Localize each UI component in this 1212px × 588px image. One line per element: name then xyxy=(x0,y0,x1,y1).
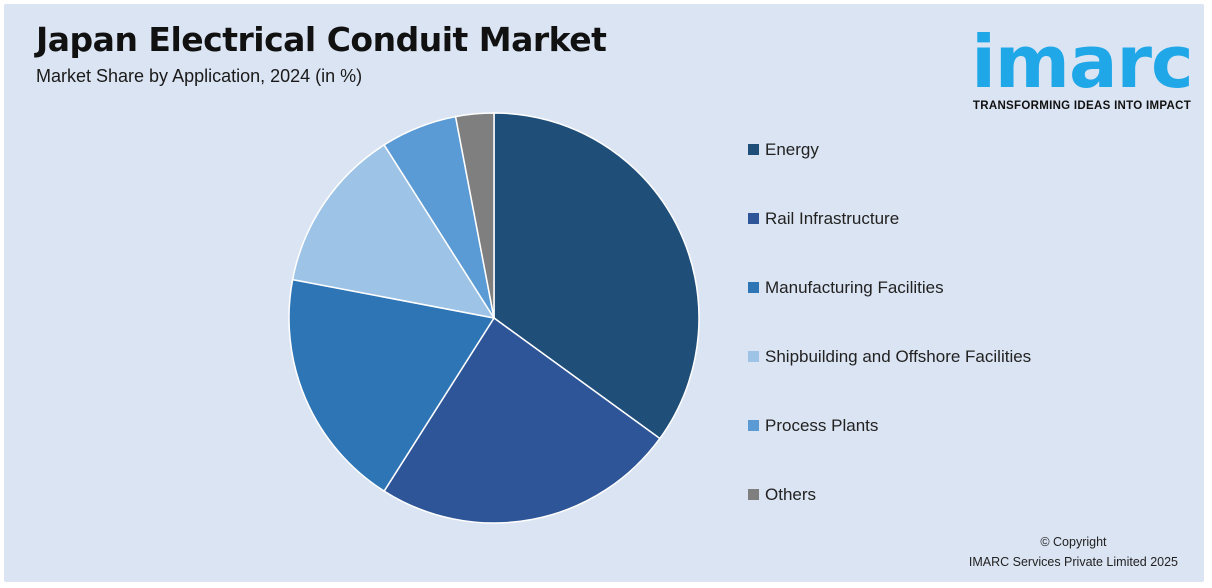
legend-item: Others xyxy=(748,485,816,505)
legend-item: Manufacturing Facilities xyxy=(748,278,944,298)
legend-label: Others xyxy=(765,485,817,504)
copyright-line-2: IMARC Services Private Limited 2025 xyxy=(968,555,1178,569)
legend-item: Process Plants xyxy=(748,416,878,436)
legend-label: Rail Infrastructure xyxy=(765,209,900,228)
legend-label: Shipbuilding and Offshore Facilities xyxy=(765,347,1032,366)
legend-swatch xyxy=(748,351,759,362)
legend-item: Rail Infrastructure xyxy=(748,209,899,229)
copyright-notice: © Copyright IMARC Services Private Limit… xyxy=(969,532,1178,572)
logo-tagline: TRANSFORMING IDEAS INTO IMPACT xyxy=(972,100,1192,112)
legend-swatch xyxy=(748,144,759,155)
pie-slices xyxy=(288,112,700,524)
legend-label: Process Plants xyxy=(765,416,879,435)
logo-wordmark: imarc xyxy=(971,20,1193,104)
legend-swatch xyxy=(748,213,759,224)
legend-label: Energy xyxy=(765,140,819,159)
pie-slice-others xyxy=(454,112,495,319)
legend-swatch xyxy=(748,420,759,431)
copyright-line-1: © Copyright xyxy=(1040,535,1107,549)
pie-slice-manufacturing-facilities xyxy=(288,278,496,493)
legend-swatch xyxy=(748,489,759,500)
legend-swatch xyxy=(748,282,759,293)
imarc-logo: imarc TRANSFORMING IDEAS INTO IMPACT xyxy=(966,14,1198,120)
chart-title: Japan Electrical Conduit Market xyxy=(36,20,607,59)
pie-slice-rail-infrastructure xyxy=(383,316,661,524)
chart-subtitle: Market Share by Application, 2024 (in %) xyxy=(36,66,363,86)
legend-item: Energy xyxy=(748,140,819,160)
pie-slice-shipbuilding-and-offshore-facilities xyxy=(291,143,496,320)
legend-item: Shipbuilding and Offshore Facilities xyxy=(748,347,1031,367)
legend-label: Manufacturing Facilities xyxy=(765,278,944,297)
pie-slice-energy xyxy=(493,112,700,440)
